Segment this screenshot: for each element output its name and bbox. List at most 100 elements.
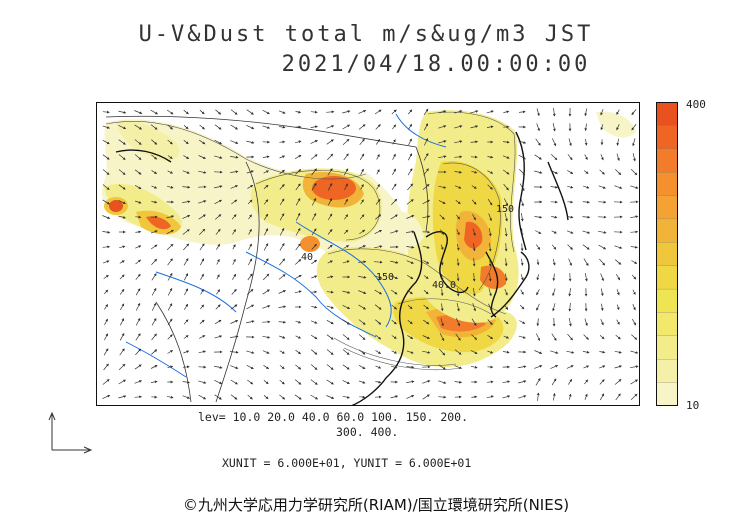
wind-vector bbox=[246, 124, 255, 130]
wind-vector bbox=[454, 365, 463, 369]
wind-vector bbox=[134, 395, 142, 399]
wind-vector bbox=[198, 170, 207, 174]
wind-vector bbox=[326, 110, 335, 114]
wind-vector bbox=[295, 259, 302, 265]
wind-vector bbox=[310, 320, 318, 324]
wind-vector bbox=[582, 200, 590, 204]
wind-vector bbox=[246, 170, 254, 174]
wind-vector bbox=[504, 227, 508, 237]
wind-vector bbox=[151, 333, 157, 341]
wind-vector bbox=[263, 199, 269, 205]
wind-vector bbox=[344, 183, 348, 191]
wind-vector bbox=[503, 320, 509, 325]
wind-vector bbox=[166, 215, 175, 219]
wind-vector bbox=[342, 364, 350, 370]
wind-vector bbox=[184, 303, 189, 310]
colorbar-cell bbox=[656, 265, 678, 290]
wind-vector bbox=[294, 274, 302, 280]
wind-vector bbox=[199, 139, 206, 145]
wind-vector bbox=[423, 275, 429, 279]
wind-vector bbox=[584, 108, 588, 117]
wind-vector bbox=[408, 138, 412, 146]
wind-vector bbox=[214, 124, 222, 130]
wind-vector bbox=[390, 275, 399, 279]
wind-vector bbox=[198, 350, 206, 354]
wind-vector bbox=[151, 258, 158, 265]
wind-vector bbox=[342, 124, 351, 130]
wind-vector bbox=[214, 214, 222, 220]
wind-vector bbox=[438, 125, 447, 129]
wind-vector bbox=[359, 214, 365, 220]
wind-vector bbox=[582, 215, 591, 219]
wind-vector bbox=[488, 213, 492, 222]
wind-vector bbox=[262, 335, 271, 339]
contour-label: 150 bbox=[376, 272, 394, 283]
wind-vector bbox=[504, 304, 509, 310]
wind-vector bbox=[150, 230, 158, 234]
wind-vector bbox=[534, 215, 543, 219]
wind-vector bbox=[455, 200, 461, 205]
wind-vector bbox=[263, 380, 269, 385]
wind-vector bbox=[375, 350, 382, 354]
wind-vector bbox=[391, 198, 398, 205]
wind-vector bbox=[407, 168, 413, 176]
wind-vector bbox=[279, 169, 285, 175]
wind-vector bbox=[423, 319, 430, 325]
wind-vector bbox=[248, 243, 252, 251]
wind-vector bbox=[630, 168, 638, 176]
wind-vector bbox=[294, 394, 302, 400]
wind-vector bbox=[391, 350, 398, 354]
wind-vector bbox=[551, 378, 557, 386]
wind-vector bbox=[198, 380, 207, 384]
wind-vector bbox=[519, 320, 526, 324]
wind-vector bbox=[310, 110, 318, 114]
wind-vector bbox=[342, 349, 350, 355]
wind-vector bbox=[151, 287, 157, 296]
wind-vector bbox=[230, 394, 238, 400]
wind-vector bbox=[616, 274, 621, 281]
wind-vector bbox=[262, 109, 270, 115]
wind-vector bbox=[374, 304, 382, 310]
wind-vector bbox=[214, 379, 223, 385]
wind-vector bbox=[279, 335, 286, 339]
wind-vector bbox=[135, 230, 142, 234]
wind-vector bbox=[520, 228, 524, 237]
wind-vector bbox=[374, 289, 383, 295]
wind-vector bbox=[471, 199, 477, 205]
wind-vector bbox=[375, 334, 382, 340]
wind-vector bbox=[247, 273, 253, 281]
wind-vector bbox=[359, 229, 366, 235]
wind-vector bbox=[263, 170, 270, 174]
wind-vector bbox=[246, 320, 255, 324]
wind-vector bbox=[344, 198, 348, 205]
wind-vector bbox=[487, 184, 493, 190]
wind-vector bbox=[376, 169, 380, 175]
wind-vector bbox=[391, 319, 397, 325]
wind-vector bbox=[199, 124, 205, 130]
wind-vector bbox=[102, 125, 110, 129]
map-frame bbox=[96, 102, 640, 406]
wind-vector bbox=[568, 138, 572, 147]
wind-vector bbox=[535, 230, 542, 234]
wind-vector bbox=[423, 168, 429, 176]
wind-vector bbox=[311, 243, 317, 250]
wind-vector bbox=[374, 229, 383, 235]
wind-vector bbox=[488, 242, 492, 252]
wind-vector bbox=[151, 200, 158, 204]
wind-vector bbox=[470, 350, 478, 354]
wind-vector bbox=[118, 110, 127, 114]
wind-vector bbox=[295, 349, 302, 355]
wind-vector bbox=[438, 155, 447, 159]
wind-vector bbox=[279, 198, 285, 206]
wind-vector bbox=[470, 110, 479, 114]
wind-vector bbox=[439, 348, 446, 356]
wind-vector bbox=[231, 214, 237, 220]
wind-vector bbox=[199, 335, 206, 339]
wind-vector bbox=[311, 212, 317, 221]
wind-vector bbox=[614, 365, 623, 369]
wind-vector bbox=[230, 185, 239, 189]
wind-vector bbox=[246, 140, 255, 144]
wind-vector bbox=[422, 245, 430, 249]
colorbar-min-label: 10 bbox=[686, 399, 700, 412]
wind-vector bbox=[326, 125, 335, 129]
